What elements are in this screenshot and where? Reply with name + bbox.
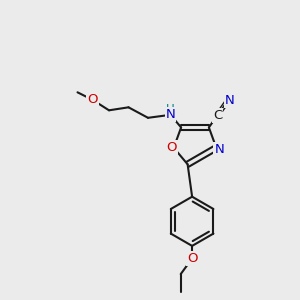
- Text: O: O: [187, 252, 197, 265]
- Text: O: O: [87, 93, 98, 106]
- Text: N: N: [166, 108, 176, 121]
- Text: N: N: [214, 143, 224, 156]
- Text: N: N: [225, 94, 235, 107]
- Text: O: O: [166, 141, 177, 154]
- Text: C: C: [213, 109, 222, 122]
- Text: H: H: [166, 103, 175, 116]
